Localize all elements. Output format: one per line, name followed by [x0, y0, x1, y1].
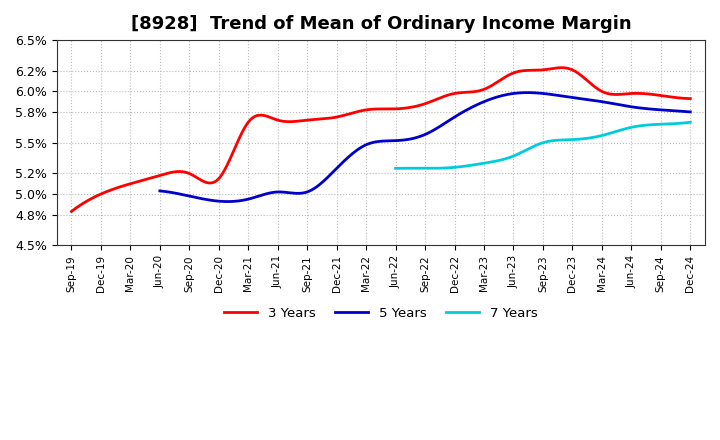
7 Years	[423, 166, 431, 171]
5 Years	[330, 169, 338, 174]
7 Years	[577, 136, 586, 142]
3 Years	[456, 90, 465, 95]
3 Years	[67, 209, 76, 214]
Legend: 3 Years, 5 Years, 7 Years: 3 Years, 5 Years, 7 Years	[219, 301, 543, 325]
7 Years	[605, 131, 613, 136]
Line: 5 Years: 5 Years	[160, 92, 690, 202]
3 Years	[514, 69, 523, 74]
3 Years	[517, 68, 526, 73]
5 Years	[686, 109, 695, 114]
5 Years	[544, 92, 552, 97]
7 Years	[509, 154, 518, 159]
5 Years	[523, 90, 531, 95]
7 Years	[391, 166, 400, 171]
3 Years	[142, 177, 150, 182]
Line: 7 Years: 7 Years	[395, 122, 690, 169]
5 Years	[541, 91, 549, 96]
Line: 3 Years: 3 Years	[71, 68, 690, 212]
5 Years	[220, 199, 228, 204]
7 Years	[606, 131, 615, 136]
Title: [8928]  Trend of Mean of Ordinary Income Margin: [8928] Trend of Mean of Ordinary Income …	[130, 15, 631, 33]
5 Years	[156, 188, 164, 194]
5 Years	[367, 140, 376, 146]
3 Years	[686, 96, 695, 101]
7 Years	[686, 120, 695, 125]
5 Years	[223, 199, 232, 204]
7 Years	[488, 159, 497, 165]
3 Years	[312, 117, 321, 122]
5 Years	[490, 95, 499, 100]
3 Years	[557, 65, 566, 70]
3 Years	[269, 116, 277, 121]
7 Years	[428, 166, 436, 171]
